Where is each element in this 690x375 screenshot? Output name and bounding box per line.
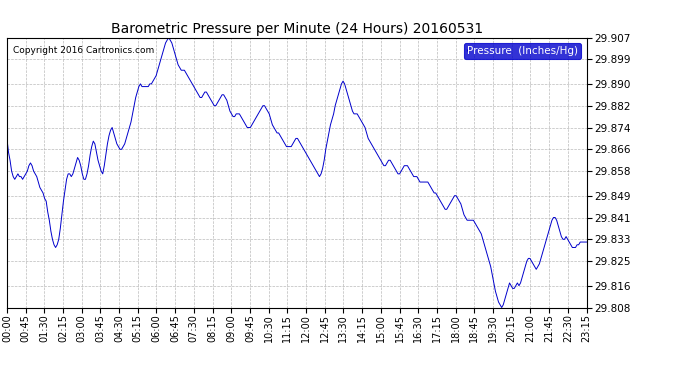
Text: Copyright 2016 Cartronics.com: Copyright 2016 Cartronics.com — [12, 46, 154, 55]
Legend: Pressure  (Inches/Hg): Pressure (Inches/Hg) — [464, 43, 581, 59]
Title: Barometric Pressure per Minute (24 Hours) 20160531: Barometric Pressure per Minute (24 Hours… — [110, 22, 483, 36]
